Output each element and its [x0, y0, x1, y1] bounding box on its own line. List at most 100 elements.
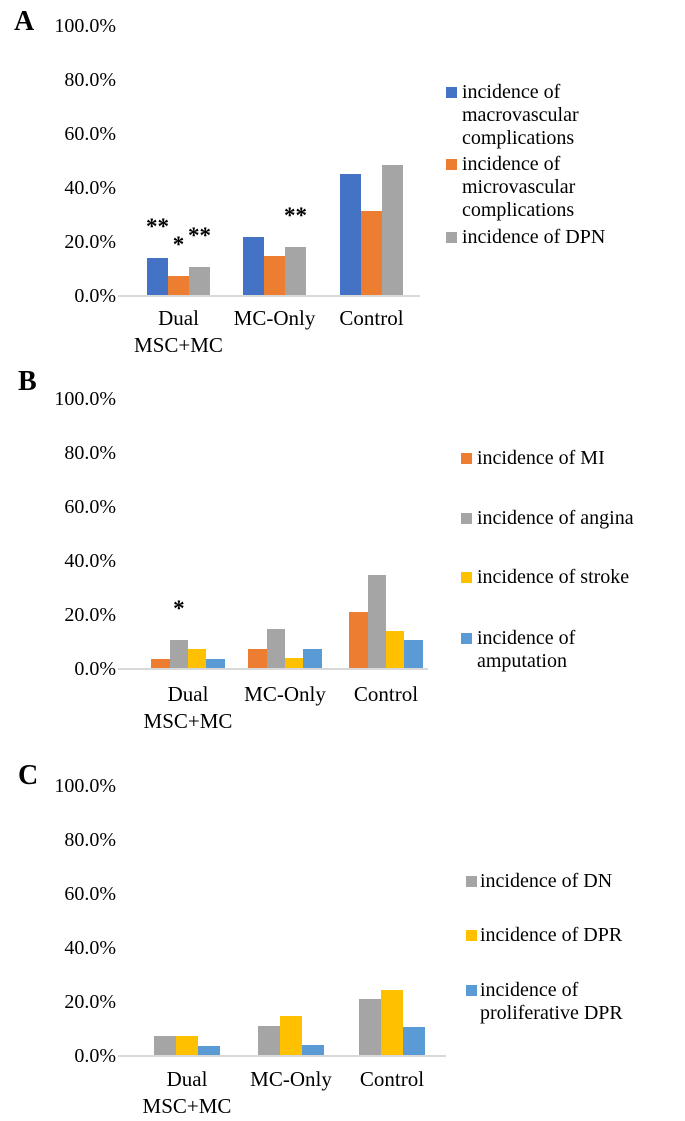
legend-swatch-icon [446, 232, 457, 243]
legend-swatch-icon [466, 930, 477, 941]
legend-label: incidence of macrovascular complications [462, 81, 579, 150]
significance-marker: ** [188, 223, 211, 249]
y-axis-tick-label: 0.0% [74, 1045, 116, 1067]
x-category-label-line: MSC+MC [134, 333, 223, 357]
significance-marker: * [173, 596, 185, 622]
bar-a-3-1 [189, 267, 210, 295]
legend-label-line: incidence of stroke [477, 566, 630, 588]
significance-marker: ** [146, 213, 169, 239]
x-category-label: Control [302, 1066, 482, 1093]
x-category-label: MC-Only [185, 305, 365, 332]
x-category-label-line: MSC+MC [142, 1094, 232, 1118]
bar-a-1-2 [243, 237, 264, 295]
y-axis-tick-label: 80.0% [64, 442, 116, 464]
legend-label-line: incidence of DN [480, 870, 613, 892]
legend-label-line: amputation [477, 650, 567, 672]
x-category-label-line: MC-Only [244, 682, 326, 706]
bar-c-3-2 [302, 1045, 324, 1055]
x-axis-line [118, 1055, 446, 1057]
bar-a-2-1 [168, 276, 189, 295]
x-category-label: MC-Only [195, 681, 375, 708]
y-axis-tick-label: 80.0% [64, 829, 116, 851]
y-axis-tick-label: 0.0% [74, 658, 116, 680]
legend-label: incidence of proliferative DPR [480, 979, 623, 1025]
y-axis-tick-label: 20.0% [64, 231, 116, 253]
x-category-label-line: MSC+MC [143, 709, 233, 733]
legend-label-line: complications [462, 199, 575, 221]
x-axis-line [118, 668, 428, 670]
legend-label-line: macrovascular [462, 104, 579, 126]
bar-b-1-2 [248, 648, 267, 668]
bar-b-4-3 [404, 640, 423, 668]
panel-letter-a: A [14, 6, 35, 37]
legend-label-line: incidence of [462, 81, 561, 103]
bar-b-3-2 [285, 658, 304, 668]
x-category-label-line: Dual [158, 306, 199, 330]
bar-b-2-2 [266, 629, 285, 668]
panel-letter-c: C [18, 760, 39, 791]
bar-a-3-3 [382, 164, 403, 295]
x-category-label: Control [282, 305, 462, 332]
x-axis-line [118, 295, 420, 297]
legend-label: incidence of DPR [480, 924, 622, 947]
y-axis-tick-label: 60.0% [64, 123, 116, 145]
y-axis-tick-label: 100.0% [54, 388, 116, 410]
bar-c-3-1 [198, 1045, 220, 1055]
bar-b-1-3 [349, 612, 368, 668]
legend-swatch-icon [466, 876, 477, 887]
legend-swatch-icon [466, 985, 477, 996]
y-axis-tick-label: 0.0% [74, 285, 116, 307]
x-category-label-line: MC-Only [233, 306, 316, 330]
legend-label: incidence of DN [480, 870, 612, 893]
bar-c-2-2 [280, 1016, 302, 1055]
legend-label: incidence of stroke [477, 566, 629, 589]
bar-b-3-3 [386, 630, 405, 668]
bar-c-2-1 [176, 1036, 198, 1055]
significance-marker: * [172, 232, 185, 258]
legend-label: incidence of DPN [462, 226, 605, 249]
legend-label-line: microvascular [462, 176, 576, 198]
y-axis-tick-label: 20.0% [64, 604, 116, 626]
x-category-label: Control [296, 681, 476, 708]
bar-b-3-1 [188, 649, 207, 668]
x-category-label: Dual MSC+MC [98, 681, 278, 735]
panel-letter-b: B [18, 366, 37, 397]
x-category-label-line: Control [353, 682, 419, 706]
bar-a-1-3 [340, 174, 361, 295]
legend-swatch-icon [446, 159, 457, 170]
bar-a-2-3 [361, 211, 382, 295]
legend-label-line: incidence of [477, 627, 576, 649]
legend-label-line: incidence of [462, 153, 561, 175]
legend-label: incidence of microvascular complications [462, 153, 575, 222]
bar-a-2-2 [264, 256, 285, 295]
y-axis-tick-label: 100.0% [54, 15, 116, 37]
legend-label-line: proliferative DPR [480, 1002, 623, 1024]
legend-label: incidence of angina [477, 507, 634, 530]
significance-marker: ** [284, 202, 307, 228]
y-axis-tick-label: 40.0% [64, 177, 116, 199]
y-axis-tick-label: 40.0% [64, 550, 116, 572]
legend-swatch-icon [461, 453, 472, 464]
bar-a-1-1 [147, 257, 168, 295]
legend-swatch-icon [461, 572, 472, 583]
legend-label: incidence of MI [477, 447, 605, 470]
bar-c-1-3 [359, 999, 381, 1055]
legend-label-line: incidence of DPR [480, 924, 623, 946]
bar-a-3-2 [285, 246, 306, 295]
bar-b-4-1 [206, 658, 225, 668]
x-category-label-line: Control [339, 306, 404, 330]
y-axis-tick-label: 40.0% [64, 937, 116, 959]
x-category-label-line: MC-Only [250, 1067, 332, 1091]
bar-b-2-1 [169, 640, 188, 668]
bar-c-1-1 [154, 1036, 176, 1055]
x-category-label: MC-Only [201, 1066, 381, 1093]
x-category-label-line: Control [359, 1067, 425, 1091]
legend-label-line: incidence of MI [477, 447, 605, 469]
bar-c-1-2 [258, 1026, 280, 1055]
legend-label: incidence of amputation [477, 627, 575, 673]
legend-label-line: incidence of angina [477, 507, 634, 529]
legend-swatch-icon [461, 513, 472, 524]
